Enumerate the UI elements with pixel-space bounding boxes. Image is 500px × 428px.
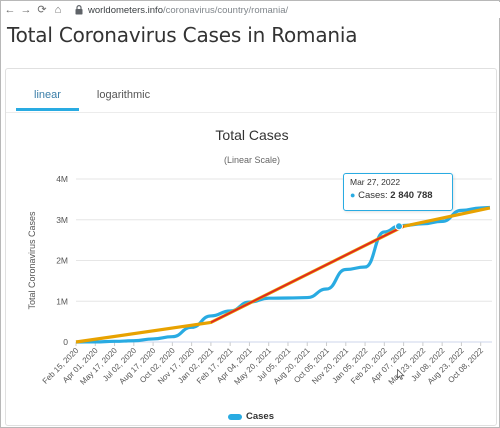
tooltip-series-dot-icon: ● (350, 190, 356, 200)
url-path: /coronavirus/country/romania/ (162, 4, 289, 16)
legend-item-cases[interactable]: Cases (228, 411, 274, 422)
y-tick-label: 2M (56, 256, 68, 266)
series-line-cases (75, 205, 490, 344)
chart-card: linear logarithmic Total Cases (Linear S… (5, 68, 497, 426)
reload-icon[interactable]: ⟳ (37, 4, 47, 16)
page-title: Total Coronavirus Cases in Romania (7, 23, 358, 47)
tooltip-row: ● Cases: 2 840 788 (350, 190, 446, 201)
chart-tooltip: Mar 27, 2022 ● Cases: 2 840 788 (343, 173, 453, 211)
lock-icon[interactable] (74, 3, 84, 17)
mouse-cursor-icon (397, 369, 405, 380)
home-icon[interactable]: ⌂ (54, 4, 62, 16)
tooltip-value: 2 840 788 (390, 190, 433, 201)
legend-label: Cases (246, 411, 274, 422)
trend-line-red (210, 225, 405, 324)
y-axis-label: Total Coronavirus Cases (27, 211, 37, 310)
scale-tabs: linear logarithmic (16, 85, 168, 111)
chart-subtitle: (Linear Scale) (223, 155, 281, 165)
arrow-left-icon[interactable]: ← (4, 4, 16, 16)
url-host: worldometers.info (88, 4, 163, 16)
legend-swatch-icon (228, 413, 242, 420)
y-tick-label: 4M (56, 174, 68, 184)
tooltip-date: Mar 27, 2022 (350, 177, 401, 187)
tab-linear[interactable]: linear (16, 85, 79, 111)
y-tick-label: 1M (56, 296, 68, 306)
highlight-point (394, 222, 403, 231)
tooltip-label: Cases: (358, 190, 388, 201)
url-field[interactable]: worldometers.info/coronavirus/country/ro… (88, 5, 288, 16)
y-tick-label: 0 (63, 337, 68, 347)
browser-address-bar: ← → ⟳ ⌂ worldometers.info/coronavirus/co… (2, 2, 500, 18)
trend-line-orange (75, 206, 491, 344)
tabs-divider (6, 112, 496, 113)
chart-title: Total Cases (215, 127, 289, 143)
y-tick-label: 3M (56, 215, 68, 225)
tab-logarithmic[interactable]: logarithmic (96, 89, 151, 101)
arrow-right-icon[interactable]: → (20, 4, 32, 16)
